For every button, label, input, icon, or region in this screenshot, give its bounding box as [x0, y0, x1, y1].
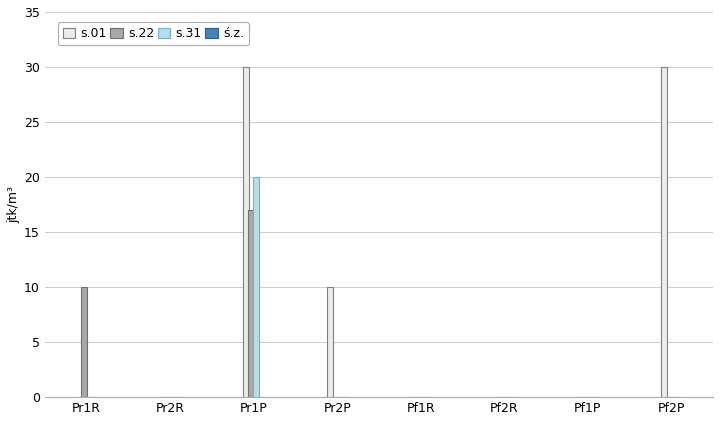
- Bar: [248, 210, 254, 397]
- Bar: [243, 67, 249, 397]
- Legend: s.01, s.22, s.31, ś.z.: s.01, s.22, s.31, ś.z.: [58, 22, 249, 45]
- Bar: [661, 67, 667, 397]
- Y-axis label: jtk/m³: jtk/m³: [7, 186, 20, 223]
- Bar: [81, 287, 87, 397]
- Bar: [327, 287, 333, 397]
- Bar: [253, 177, 259, 397]
